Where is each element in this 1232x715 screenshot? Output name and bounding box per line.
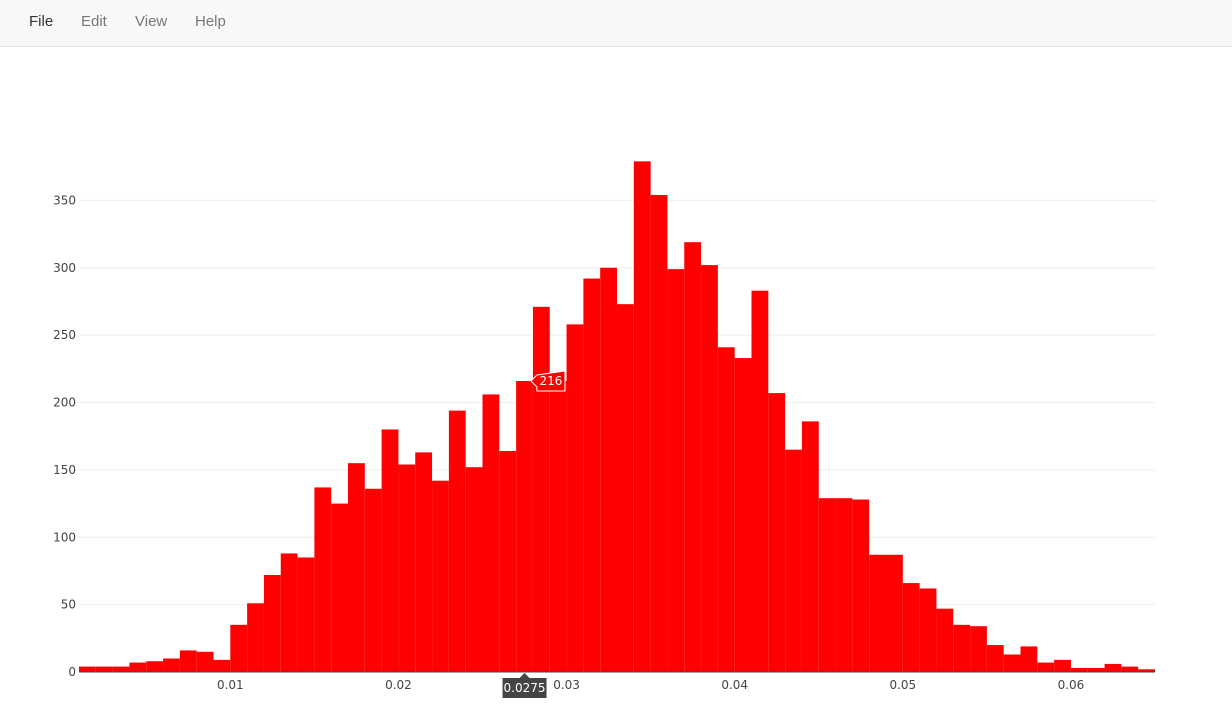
histogram-bar[interactable] <box>684 242 702 673</box>
histogram-plot[interactable]: 0 50 100 150 200 250 300 350 0.01 0.02 0.03 0.04 0.0… <box>0 48 1232 710</box>
histogram-bar[interactable] <box>970 626 987 672</box>
histogram-bar[interactable] <box>465 467 483 672</box>
histogram-bar[interactable] <box>667 269 685 672</box>
axes: 0 50 100 150 200 250 300 350 0.01 0.02 0.03 0.04 0.0… <box>53 193 1155 692</box>
histogram-bar[interactable] <box>79 666 96 672</box>
histogram-bar[interactable] <box>734 358 752 672</box>
histogram-bar[interactable] <box>986 645 1004 672</box>
histogram-bar[interactable] <box>818 498 836 672</box>
histogram-bar[interactable] <box>617 304 634 672</box>
histogram-bar[interactable] <box>314 487 332 672</box>
histogram-bar[interactable] <box>650 195 668 672</box>
histogram-bar[interactable] <box>516 380 533 672</box>
histogram-bar[interactable] <box>179 650 197 672</box>
histogram-bar[interactable] <box>213 659 231 672</box>
histogram-bar[interactable] <box>549 380 567 672</box>
y-hover-label: 216 <box>539 374 562 388</box>
histogram-bar[interactable] <box>415 452 433 672</box>
y-tick-label: 0 <box>68 665 76 679</box>
histogram-bar[interactable] <box>566 324 584 672</box>
histogram-bar[interactable] <box>701 265 718 672</box>
y-tick-label: 100 <box>53 530 76 544</box>
histogram-bar[interactable] <box>448 410 466 672</box>
histogram-bar[interactable] <box>499 451 517 672</box>
histogram-bar[interactable] <box>1104 663 1122 672</box>
histogram-bar[interactable] <box>1003 654 1021 672</box>
y-tick-label: 150 <box>53 463 76 477</box>
histogram-bar[interactable] <box>112 666 130 672</box>
histogram-bar[interactable] <box>583 278 601 672</box>
histogram-bar[interactable] <box>835 498 853 672</box>
histogram-bar[interactable] <box>364 488 382 672</box>
histogram-bar[interactable] <box>263 574 281 672</box>
histogram-bar[interactable] <box>633 161 651 673</box>
histogram-bar[interactable] <box>482 394 500 672</box>
histogram-bar[interactable] <box>247 603 264 672</box>
histogram-bar[interactable] <box>785 449 802 672</box>
histogram-bar[interactable] <box>600 267 617 672</box>
histogram-bar[interactable] <box>163 658 180 672</box>
histogram-bar[interactable] <box>1054 659 1071 672</box>
histogram-bar[interactable] <box>936 608 954 672</box>
y-tick-label: 300 <box>53 261 76 275</box>
bars[interactable] <box>79 161 1155 673</box>
histogram-bar[interactable] <box>280 553 298 672</box>
histogram-bar[interactable] <box>432 480 449 672</box>
y-tick-label: 250 <box>53 328 76 342</box>
y-hover-box <box>530 370 566 392</box>
hover-labels: 0.0275 216 <box>502 370 566 698</box>
histogram-bar[interactable] <box>768 393 786 672</box>
histogram-bar[interactable] <box>953 624 971 672</box>
histogram-bar[interactable] <box>1138 669 1155 672</box>
x-hover-label: 0.0275 <box>504 681 546 695</box>
x-tick-label: 0.04 <box>721 678 748 692</box>
x-hover-pointer <box>519 673 530 678</box>
histogram-bar[interactable] <box>717 347 735 672</box>
menu-edit[interactable]: Edit <box>81 13 107 30</box>
histogram-bar[interactable] <box>230 624 248 672</box>
histogram-bar[interactable] <box>129 662 147 672</box>
histogram-bar[interactable] <box>886 554 903 672</box>
x-tick-label: 0.03 <box>553 678 580 692</box>
menu-view[interactable]: View <box>135 13 168 30</box>
menu-file[interactable]: File <box>29 13 54 30</box>
histogram-bar[interactable] <box>348 463 365 672</box>
y-tick-label: 50 <box>61 598 76 612</box>
x-tick-label: 0.05 <box>889 678 916 692</box>
histogram-bar[interactable] <box>902 583 920 672</box>
histogram-bar[interactable] <box>331 503 348 672</box>
y-tick-label: 200 <box>53 396 76 410</box>
histogram-bar[interactable] <box>852 499 870 672</box>
histogram-bar[interactable] <box>869 554 886 672</box>
histogram-bar[interactable] <box>146 661 164 672</box>
menu-help[interactable]: Help <box>195 13 226 30</box>
histogram-bar[interactable] <box>1020 646 1038 672</box>
menu-bar: File Edit View Help <box>0 0 1232 47</box>
histogram-bar[interactable] <box>398 464 416 672</box>
histogram-bar[interactable] <box>95 666 113 672</box>
histogram-bar[interactable] <box>1121 666 1139 672</box>
x-hover-box <box>502 678 547 698</box>
histogram-bar[interactable] <box>801 421 819 672</box>
histogram-bar[interactable] <box>297 557 315 672</box>
x-tick-label: 0.02 <box>385 678 412 692</box>
histogram-bar[interactable] <box>532 306 550 672</box>
histogram-bar[interactable] <box>1070 667 1088 672</box>
histogram-bar[interactable] <box>1037 662 1055 672</box>
x-tick-label: 0.01 <box>217 678 244 692</box>
y-tick-label: 350 <box>53 193 76 207</box>
histogram-bar[interactable] <box>381 429 399 672</box>
x-tick-label: 0.06 <box>1058 678 1085 692</box>
histogram-bar[interactable] <box>751 290 769 672</box>
histogram-bar[interactable] <box>196 651 214 672</box>
histogram-bar[interactable] <box>1087 667 1105 672</box>
histogram-svg[interactable]: 0 50 100 150 200 250 300 350 0.01 0.02 0.03 0.04 0.0… <box>0 48 1232 710</box>
histogram-bar[interactable] <box>919 588 937 672</box>
